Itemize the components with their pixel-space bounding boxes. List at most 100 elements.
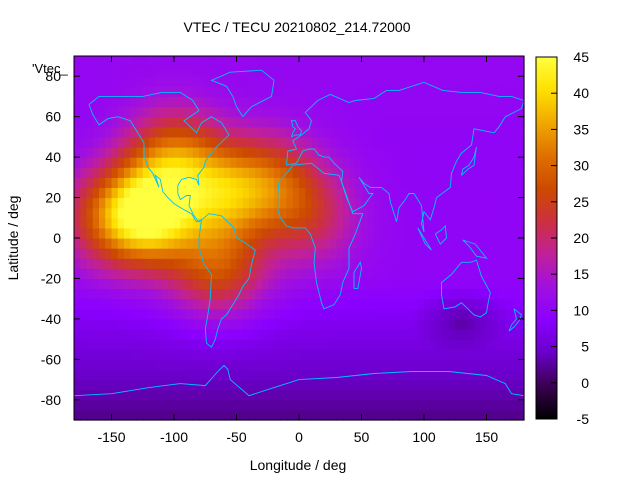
heatmap-cell [242, 177, 250, 189]
heatmap-cell [424, 86, 431, 98]
key-label: 'Vtec_ [32, 61, 68, 76]
heatmap-cell [86, 248, 94, 259]
heatmap-cell [349, 66, 356, 77]
heatmap-cell [274, 258, 281, 269]
heatmap-cell [474, 136, 481, 148]
heatmap-plot-area [73, 55, 525, 421]
x-tick-label: -100 [160, 429, 188, 445]
heatmap-cell [292, 308, 300, 320]
heatmap-cell [124, 399, 131, 411]
heatmap-cell [155, 217, 163, 229]
heatmap-cell [361, 207, 369, 219]
heatmap-cell [224, 339, 231, 350]
heatmap-cell [186, 308, 194, 320]
heatmap-cell [330, 66, 338, 77]
heatmap-cell [374, 318, 381, 330]
heatmap-cell [517, 399, 525, 411]
heatmap-cell [249, 329, 256, 340]
heatmap-cell [405, 86, 413, 98]
heatmap-cell [442, 86, 450, 98]
heatmap-cell [324, 359, 331, 371]
heatmap-cell [111, 157, 119, 168]
heatmap-cell [267, 157, 275, 168]
heatmap-cell [92, 106, 100, 118]
heatmap-cell [230, 308, 238, 320]
heatmap-cell [449, 339, 456, 350]
heatmap-cell [142, 66, 150, 77]
heatmap-cell [130, 197, 138, 209]
heatmap-cell [274, 379, 281, 391]
heatmap-cell [492, 126, 500, 138]
heatmap-cell [474, 409, 481, 421]
heatmap-cell [124, 126, 131, 138]
heatmap-cell [80, 187, 88, 199]
heatmap-cell [136, 399, 144, 411]
heatmap-cell [130, 349, 138, 360]
heatmap-cell [442, 399, 450, 411]
heatmap-cell [92, 136, 100, 148]
heatmap-cell [386, 167, 394, 178]
heatmap-cell [417, 177, 425, 189]
heatmap-cell [467, 369, 475, 381]
heatmap-cell [186, 116, 194, 128]
heatmap-cell [392, 197, 400, 209]
heatmap-cell [305, 167, 313, 178]
heatmap-cell [155, 308, 163, 320]
heatmap-cell [467, 339, 475, 350]
heatmap-cell [467, 207, 475, 219]
heatmap-cell [211, 298, 219, 310]
heatmap-cell [180, 76, 188, 87]
heatmap-cell [205, 66, 213, 77]
heatmap-cell [192, 318, 200, 330]
heatmap-cell [374, 147, 381, 158]
heatmap-cell [167, 238, 175, 249]
heatmap-cell [186, 298, 194, 310]
heatmap-cell [336, 157, 344, 168]
heatmap-cell [292, 86, 300, 98]
heatmap-cell [155, 147, 163, 158]
heatmap-cell [461, 157, 469, 168]
heatmap-cell [499, 238, 506, 249]
heatmap-cell [180, 96, 188, 108]
heatmap-cell [130, 126, 138, 138]
heatmap-cell [480, 399, 488, 411]
heatmap-cell [274, 288, 281, 300]
heatmap-cell [130, 369, 138, 381]
heatmap-cell [111, 96, 119, 108]
heatmap-cell [92, 389, 100, 401]
heatmap-cell [361, 147, 369, 158]
heatmap-cell [174, 207, 181, 219]
heatmap-cell [149, 86, 156, 98]
heatmap-cell [411, 167, 419, 178]
heatmap-cell [417, 288, 425, 300]
x-tick-label: 50 [354, 429, 370, 445]
heatmap-cell [217, 369, 225, 381]
heatmap-cell [330, 136, 338, 148]
heatmap-cell [386, 126, 394, 138]
heatmap-cell [261, 339, 269, 350]
heatmap-cell [155, 136, 163, 148]
heatmap-cell [80, 167, 88, 178]
heatmap-cell [417, 197, 425, 209]
heatmap-cell [267, 207, 275, 219]
y-tick-label: 60 [45, 109, 61, 125]
heatmap-cell [436, 227, 444, 239]
heatmap-cell [217, 389, 225, 401]
heatmap-cell [392, 399, 400, 411]
heatmap-cell [380, 409, 388, 421]
heatmap-cell [486, 349, 494, 360]
heatmap-cell [374, 399, 381, 411]
heatmap-cell [342, 207, 350, 219]
heatmap-cell [255, 288, 263, 300]
heatmap-cell [380, 288, 388, 300]
heatmap-cell [267, 187, 275, 199]
heatmap-cell [474, 227, 481, 239]
heatmap-cell [286, 359, 294, 371]
heatmap-cell [474, 248, 481, 259]
heatmap-cell [336, 359, 344, 371]
heatmap-cell [424, 349, 431, 360]
heatmap-cell [274, 268, 281, 280]
heatmap-cell [511, 227, 519, 239]
heatmap-cell [405, 339, 413, 350]
heatmap-cell [155, 339, 163, 350]
